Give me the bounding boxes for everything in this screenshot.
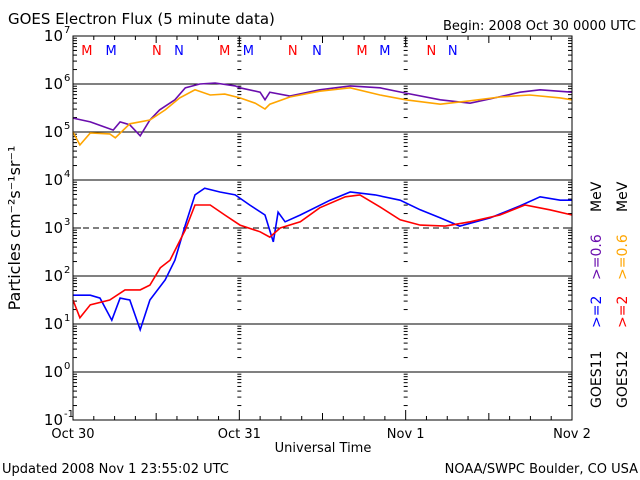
x-tick-label: Nov 2: [553, 427, 591, 442]
y-tick-exponent: 0: [64, 361, 70, 372]
y-tick-exponent: 6: [64, 73, 70, 84]
y-tick-exponent: 2: [64, 265, 70, 276]
series-line-goes12-2-mev: [72, 194, 573, 320]
plot-frame: [72, 35, 573, 421]
gridlines: [73, 83, 572, 373]
updated-timestamp: Updated 2008 Nov 1 23:55:02 UTC: [2, 462, 229, 477]
marker-label: M: [219, 44, 230, 59]
marker-label: N: [152, 44, 162, 59]
legend: GOES11 >=2 >=0.6 MeV GOES12 >=2 >=0.6 Me…: [589, 181, 631, 408]
y-tick-label: 10: [44, 267, 63, 285]
legend-goes11: GOES11: [589, 351, 605, 408]
legend-goes12-unit: MeV: [615, 181, 631, 212]
series-lines: [72, 82, 573, 333]
x-axis-label: Universal Time: [275, 441, 372, 456]
marker-label: N: [312, 44, 322, 59]
axis-ticks: [72, 36, 573, 421]
y-tick-exponent: 1: [64, 313, 70, 324]
data-source: NOAA/SWPC Boulder, CO USA: [445, 462, 638, 477]
legend-goes11-e06: >=0.6: [589, 234, 605, 280]
marker-label: M: [81, 44, 92, 59]
y-tick-label: 10: [44, 315, 63, 333]
x-tick-label: Nov 1: [387, 427, 425, 442]
x-tick-labels: Oct 30 Oct 31 Nov 1 Nov 2: [51, 427, 590, 442]
marker-label: M: [243, 44, 254, 59]
series-line-goes12-0-6-mev: [72, 86, 573, 147]
marker-label: M: [379, 44, 390, 59]
x-tick-label: Oct 30: [51, 427, 94, 442]
y-tick-exponent: 3: [64, 217, 70, 228]
legend-goes11-e2: >=2: [589, 296, 605, 328]
marker-label: N: [288, 44, 298, 59]
marker-label: M: [106, 44, 117, 59]
begin-label: Begin: 2008 Oct 30 0000 UTC: [443, 19, 636, 34]
y-tick-exponent: 7: [64, 25, 70, 36]
y-tick-label: 10: [44, 123, 63, 141]
y-tick-exponent: 4: [64, 169, 70, 180]
legend-goes11-unit: MeV: [589, 181, 605, 212]
marker-label: N: [426, 44, 436, 59]
legend-goes12-e2: >=2: [615, 296, 631, 328]
y-tick-label: 10: [44, 363, 63, 381]
x-tick-label: Oct 31: [218, 427, 261, 442]
chart-title: GOES Electron Flux (5 minute data): [8, 10, 275, 28]
y-tick-label: 10: [44, 27, 63, 45]
y-tick-label: 10: [44, 171, 63, 189]
marker-label: M: [356, 44, 367, 59]
series-line-goes11-0-6-mev: [72, 82, 573, 138]
y-tick-exponent: 5: [64, 121, 70, 132]
series-line-goes11-2-mev: [73, 187, 572, 333]
y-axis-label: Particles cm⁻²s⁻¹sr⁻¹: [5, 146, 24, 311]
y-tick-label: 10: [44, 411, 63, 429]
marker-label: N: [174, 44, 184, 59]
y-tick-label: 10: [44, 75, 63, 93]
legend-goes12-e06: >=0.6: [615, 234, 631, 280]
y-tick-exponent: -1: [64, 409, 74, 420]
legend-goes12: GOES12: [615, 351, 631, 408]
marker-label: N: [448, 44, 458, 59]
y-tick-label: 10: [44, 219, 63, 237]
